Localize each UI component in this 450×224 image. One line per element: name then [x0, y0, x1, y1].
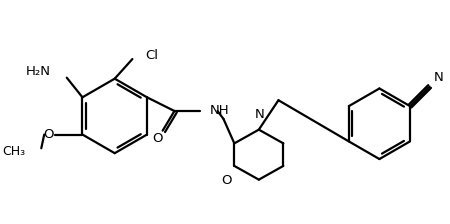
Text: N: N [255, 108, 265, 121]
Text: O: O [43, 128, 54, 141]
Text: CH₃: CH₃ [2, 145, 26, 158]
Text: Cl: Cl [145, 49, 158, 62]
Text: NH: NH [210, 103, 230, 116]
Text: O: O [221, 174, 232, 187]
Text: N: N [433, 71, 443, 84]
Text: O: O [153, 132, 163, 145]
Text: H₂N: H₂N [26, 65, 51, 78]
